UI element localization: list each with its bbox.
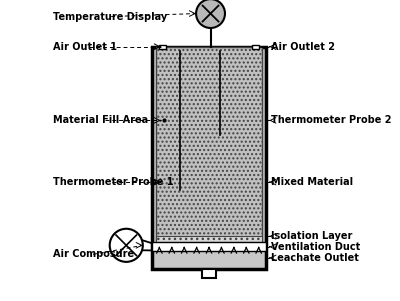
Text: Air Composure: Air Composure [52,249,134,259]
Bar [152,47,266,269]
Bar [152,242,266,251]
Text: Ventilation Duct: Ventilation Duct [271,242,360,252]
Bar [159,45,166,49]
Text: Temperature Display: Temperature Display [52,11,167,22]
Circle shape [110,229,143,262]
Text: Leachate Outlet: Leachate Outlet [271,253,359,263]
Bar [156,47,262,248]
Text: Thermometer Probe 1: Thermometer Probe 1 [52,177,173,187]
Text: Isolation Layer: Isolation Layer [271,231,352,241]
Bar [156,236,262,242]
Text: Thermometer Probe 2: Thermometer Probe 2 [271,115,391,126]
Text: Air Outlet 1: Air Outlet 1 [52,42,116,52]
Text: Material Fill Area: Material Fill Area [52,115,148,126]
Bar [252,45,259,49]
Circle shape [196,0,225,28]
Bar [202,269,216,278]
Text: Mixed Material: Mixed Material [271,177,353,187]
Text: Air Outlet 2: Air Outlet 2 [271,42,335,52]
